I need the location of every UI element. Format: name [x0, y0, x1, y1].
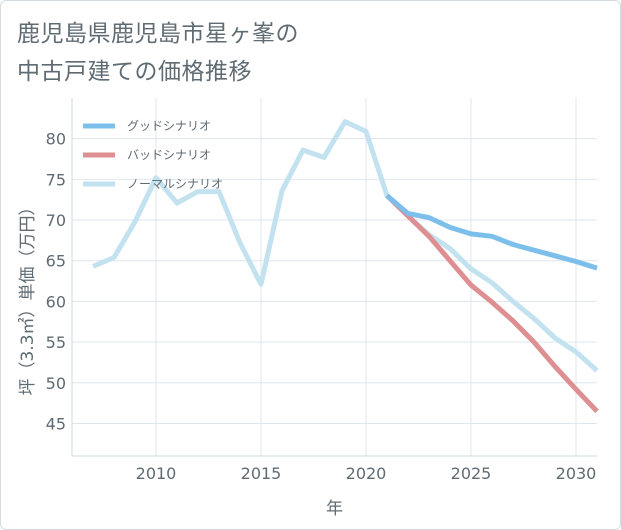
- y-tick-label: 70: [46, 211, 66, 230]
- series-line-2: [385, 193, 599, 414]
- x-tick-label: 2010: [136, 464, 177, 483]
- y-axis-label: 坪（3.3㎡）単価（万円）: [18, 198, 38, 395]
- series-line-3: [92, 119, 599, 373]
- plot-frame: [71, 98, 597, 457]
- x-tick-label: 2020: [346, 464, 387, 483]
- legend-label: ノーマルシナリオ: [127, 177, 223, 191]
- x-tick-labels: 2010 2015 2020 2025 2030: [136, 464, 597, 483]
- series-line-1: [385, 193, 598, 271]
- y-tick-label: 55: [46, 333, 66, 352]
- y-tick-label: 65: [46, 252, 66, 271]
- y-tick-label: 50: [46, 374, 66, 393]
- y-tick-label: 45: [46, 414, 66, 433]
- chart-title: 鹿児島県鹿児島市星ヶ峯の 中古戸建ての価格推移: [17, 15, 299, 91]
- y-tick-label: 80: [46, 130, 66, 149]
- title-line-2: 中古戸建ての価格推移: [17, 59, 252, 85]
- y-tick-label: 75: [46, 170, 66, 189]
- legend-label: バッドシナリオ: [127, 148, 211, 162]
- title-line-1: 鹿児島県鹿児島市星ヶ峯の: [17, 21, 299, 47]
- series-lines: [92, 119, 599, 414]
- y-tick-labels: 45 50 55 60 65 70 75 80: [46, 130, 66, 434]
- y-tick-label: 60: [46, 292, 66, 311]
- x-tick-label: 2015: [241, 464, 282, 483]
- x-tick-label: 2030: [556, 464, 597, 483]
- legend-label: グッドシナリオ: [127, 119, 211, 133]
- x-tick-label: 2025: [451, 464, 492, 483]
- x-axis-label: 年: [326, 499, 343, 519]
